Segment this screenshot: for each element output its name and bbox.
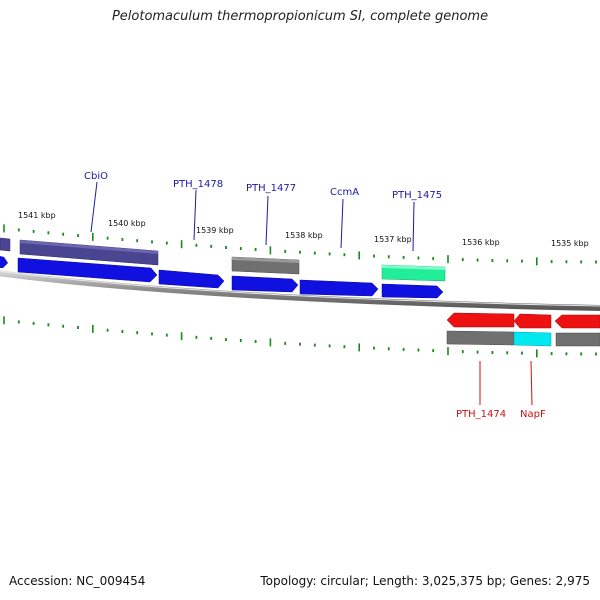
gene-label-pth1477[interactable]: PTH_1477 <box>246 183 296 194</box>
kbp-label: 1538 kbp <box>285 231 323 240</box>
kbp-label: 1540 kbp <box>108 219 146 228</box>
gray-gene-bar-pth1474[interactable] <box>446 330 515 346</box>
reverse-ring-features <box>446 330 600 347</box>
cbio-bar[interactable] <box>19 239 159 266</box>
leader-line-pth1478 <box>193 189 197 241</box>
napf-bar[interactable] <box>513 331 552 347</box>
gene-label-ccma[interactable]: CcmA <box>330 187 359 198</box>
cbio-bar-highlight <box>20 240 158 254</box>
leader-line-pth1477 <box>265 195 269 246</box>
reverse-cds-arrows <box>446 312 600 329</box>
kbp-label: 1537 kbp <box>374 235 412 244</box>
genome-backbone <box>0 270 600 311</box>
gene-label-napf[interactable]: NapF <box>520 409 546 420</box>
cds-arrow-right-fragment[interactable] <box>554 314 600 329</box>
forward-cds-arrows <box>0 256 444 299</box>
cbio-bar-left-fragment[interactable] <box>0 237 11 252</box>
kbp-label: 1541 kbp <box>18 211 56 220</box>
leader-line-pth1475 <box>412 201 415 252</box>
cds-arrow-napf[interactable] <box>513 313 552 329</box>
cds-arrow-pth1478[interactable] <box>158 269 225 289</box>
kbp-labels: 1541 kbp 1540 kbp 1539 kbp 1538 kbp 1537… <box>18 211 589 248</box>
ccma-bar-highlight <box>382 265 445 270</box>
leader-line-cbio <box>90 181 98 233</box>
cds-arrow-pth1477[interactable] <box>231 275 299 293</box>
backbone-highlight <box>0 270 600 307</box>
gray-bar-highlight <box>232 257 299 263</box>
map-title: Pelotomaculum thermopropionicum SI, comp… <box>111 9 489 24</box>
kbp-label: 1539 kbp <box>196 226 234 235</box>
cds-arrow-pth1474[interactable] <box>446 312 515 328</box>
cds-arrow-pth1475[interactable] <box>381 283 444 299</box>
forward-ring-features <box>0 237 446 282</box>
inner-ticks <box>3 316 597 358</box>
gene-label-pth1475[interactable]: PTH_1475 <box>392 190 442 201</box>
accession-text: Accession: NC_009454 <box>9 574 146 588</box>
cds-arrow-ccma[interactable] <box>299 279 379 297</box>
leader-line-ccma <box>340 198 344 249</box>
gray-gene-bar-right[interactable] <box>555 332 600 347</box>
outer-ticks <box>3 224 597 266</box>
kbp-label: 1535 kbp <box>551 239 589 248</box>
topology-text: Topology: circular; Length: 3,025,375 bp… <box>260 574 590 588</box>
kbp-label: 1536 kbp <box>462 238 500 247</box>
gene-label-pth1478[interactable]: PTH_1478 <box>173 179 223 190</box>
reverse-gene-labels: PTH_1474 NapF <box>456 360 546 420</box>
gene-label-cbio[interactable]: CbiO <box>84 171 108 182</box>
cds-arrow-cbio[interactable] <box>17 257 158 283</box>
cds-arrow-left-fragment[interactable] <box>0 256 8 268</box>
gene-label-pth1474[interactable]: PTH_1474 <box>456 409 506 420</box>
leader-line-napf <box>530 360 533 406</box>
forward-gene-labels: CbiO PTH_1478 PTH_1477 CcmA PTH_1475 <box>84 171 442 252</box>
